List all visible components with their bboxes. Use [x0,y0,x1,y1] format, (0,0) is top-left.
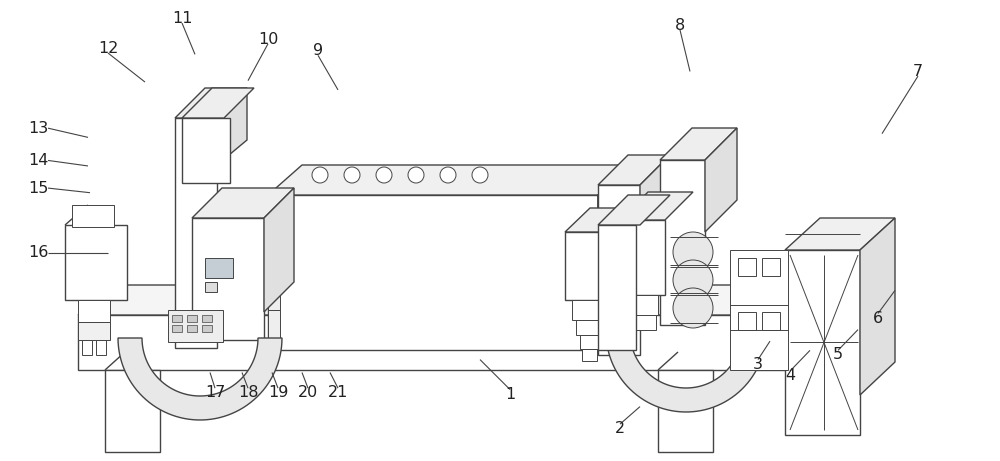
Bar [168,310,223,342]
Text: 12: 12 [98,41,118,56]
Bar [187,325,197,332]
Polygon shape [598,195,670,225]
Circle shape [408,167,424,183]
Bar [202,325,212,332]
Circle shape [472,167,488,183]
Bar [72,205,114,227]
Bar [268,195,598,350]
Polygon shape [192,188,294,218]
Bar [205,282,217,292]
Circle shape [344,167,360,183]
Text: 10: 10 [258,32,278,47]
Bar [182,118,230,183]
Text: 4: 4 [785,368,795,383]
Bar [65,225,127,300]
Bar [628,295,658,315]
Text: 7: 7 [913,64,923,79]
Bar [202,315,212,322]
Circle shape [673,288,713,328]
Polygon shape [175,88,247,118]
Polygon shape [264,188,294,312]
Polygon shape [217,88,247,165]
Polygon shape [606,332,766,412]
Circle shape [440,167,456,183]
Circle shape [376,167,392,183]
Bar [660,160,705,325]
Bar [785,250,860,435]
Bar [630,315,656,330]
Text: 19: 19 [268,385,288,400]
Bar [598,225,636,350]
Text: 14: 14 [28,153,48,168]
Bar [175,118,217,348]
Bar [576,320,601,335]
Bar [78,315,808,370]
Text: 18: 18 [238,385,258,400]
Text: 20: 20 [298,385,318,400]
Polygon shape [620,192,693,220]
Bar [762,258,780,276]
Text: 8: 8 [675,18,685,33]
Text: 3: 3 [753,357,763,372]
Bar [582,349,597,361]
Bar [187,315,197,322]
Polygon shape [65,205,88,225]
Text: 11: 11 [172,11,192,26]
Bar [565,232,610,300]
Bar [78,322,110,340]
Polygon shape [860,218,895,395]
Bar [96,340,106,355]
Circle shape [673,260,713,300]
Bar [78,300,110,322]
Polygon shape [105,352,125,370]
Bar [268,230,280,310]
Bar [82,340,92,355]
Bar [730,250,788,370]
Polygon shape [658,352,678,370]
Text: 17: 17 [205,385,225,400]
Polygon shape [598,165,632,350]
Polygon shape [705,128,737,232]
Bar [598,185,640,355]
Polygon shape [598,165,632,280]
Text: 21: 21 [328,385,348,400]
Polygon shape [78,285,842,315]
Polygon shape [565,208,635,232]
Text: 13: 13 [28,121,48,136]
Bar [205,258,233,278]
Polygon shape [640,155,670,275]
Text: 16: 16 [28,245,48,260]
Polygon shape [268,165,632,195]
Bar [658,370,713,452]
Text: 1: 1 [505,387,515,402]
Polygon shape [785,218,895,250]
Bar [572,300,604,320]
Text: 9: 9 [313,43,323,58]
Polygon shape [118,338,282,420]
Polygon shape [808,285,842,370]
Bar [738,258,756,276]
Polygon shape [182,88,254,118]
Bar [105,370,160,452]
Bar [268,310,280,350]
Bar [620,220,665,295]
Bar [192,218,264,340]
Bar [172,315,182,322]
Text: 2: 2 [615,421,625,436]
Bar [172,325,182,332]
Bar [580,335,598,349]
Text: 5: 5 [833,348,843,362]
Polygon shape [660,128,737,160]
Bar [738,312,756,330]
Text: 15: 15 [28,181,48,195]
Polygon shape [598,155,670,185]
Bar [762,312,780,330]
Circle shape [673,232,713,272]
Text: 6: 6 [873,311,883,325]
Circle shape [312,167,328,183]
